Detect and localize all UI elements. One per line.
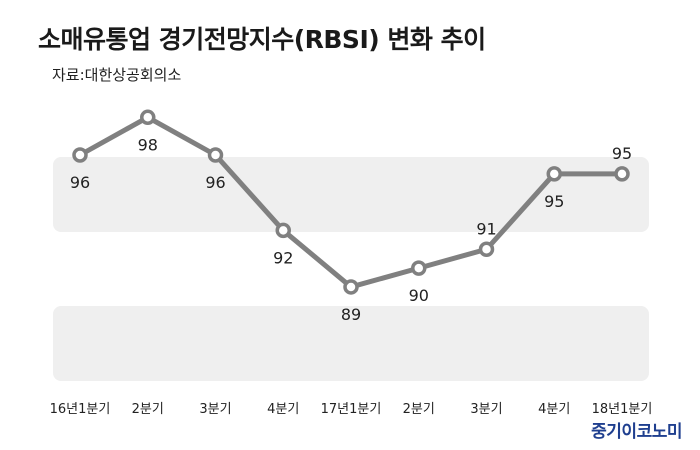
data-label: 96 [205, 173, 225, 192]
data-label: 96 [70, 173, 90, 192]
data-labels: 96 98 96 92 89 90 91 95 95 [70, 135, 632, 324]
data-label: 92 [273, 248, 293, 267]
data-label: 91 [476, 219, 496, 238]
data-points [72, 109, 630, 295]
background-band-upper [53, 157, 649, 232]
data-label: 95 [544, 192, 564, 211]
chart-title: 소매유통업 경기전망지수(RBSI) 변화 추이 [38, 25, 486, 54]
data-label: 95 [612, 144, 632, 163]
data-point [411, 260, 427, 276]
data-label: 90 [409, 286, 429, 305]
data-point [140, 109, 156, 126]
x-tick-label: 4분기 [267, 402, 299, 417]
x-tick-label: 16년1분기 [50, 402, 111, 417]
data-point [207, 147, 224, 163]
data-point [546, 166, 562, 182]
data-point [614, 166, 630, 182]
data-label: 98 [138, 135, 158, 154]
source-note: 자료:대한상공회의소 [52, 66, 182, 84]
publisher-logo: 중기이코노미 [591, 422, 682, 442]
x-tick-label: 2분기 [403, 402, 435, 417]
x-tick-label: 3분기 [470, 402, 502, 417]
x-tick-label: 3분기 [199, 402, 231, 417]
data-point [343, 279, 359, 295]
data-label: 89 [341, 305, 361, 324]
x-axis-labels: 16년1분기 2분기 3분기 4분기 17년1분기 2분기 3분기 4분기 18년1분기 [50, 402, 653, 417]
x-tick-label: 18년1분기 [592, 402, 653, 417]
x-tick-label: 4분기 [538, 402, 570, 417]
data-point [72, 147, 88, 163]
x-tick-label: 2분기 [132, 402, 164, 417]
background-band-lower [53, 306, 649, 381]
data-point [478, 241, 495, 257]
x-tick-label: 17년1분기 [321, 402, 382, 417]
data-point [275, 222, 291, 239]
